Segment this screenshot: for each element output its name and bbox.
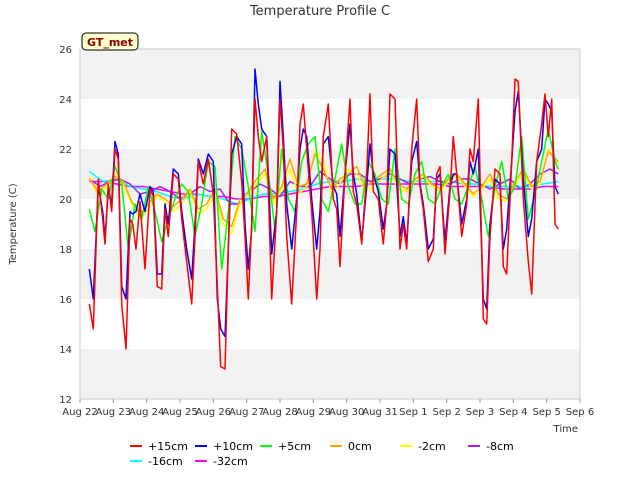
legend-label: +5cm [278, 440, 311, 453]
chart-title: Temperature Profile C [249, 4, 390, 19]
plot-frame [79, 48, 581, 400]
site-badge-label: GT_met [87, 36, 133, 49]
legend: +15cm +10cm +5cm 0cm -2cm -8cm -16cm -32cm [130, 440, 514, 468]
grid-band [80, 349, 580, 399]
grid-band [80, 299, 580, 349]
y-tick-label: 24 [59, 95, 72, 106]
x-tick-label: Sep 1 [399, 407, 427, 418]
x-tick-label: Aug 30 [329, 407, 364, 418]
legend-label: 0cm [348, 440, 372, 453]
grid-band [80, 249, 580, 299]
x-tick-label: Aug 27 [229, 407, 264, 418]
site-badge: GT_met [81, 32, 139, 51]
x-tick-label: Sep 3 [466, 407, 494, 418]
x-tick-label: Aug 29 [296, 407, 331, 418]
legend-label: -32cm [213, 455, 248, 468]
legend-label: +10cm [213, 440, 253, 453]
y-axis-ticks: 12 14 16 18 20 22 24 26 [59, 45, 72, 406]
series-group [88, 68, 559, 370]
x-tick-label: Aug 25 [162, 407, 197, 418]
legend-label: -16cm [148, 455, 183, 468]
y-tick-label: 16 [59, 295, 72, 306]
x-tick-label: Aug 24 [129, 407, 164, 418]
y-tick-label: 12 [59, 395, 72, 406]
x-tick-label: Aug 26 [196, 407, 231, 418]
y-tick-label: 26 [59, 45, 72, 56]
x-axis-label: Time [553, 424, 578, 435]
x-tick-label: Sep 5 [532, 407, 560, 418]
y-tick-label: 20 [59, 195, 72, 206]
x-tick-label: Aug 31 [362, 407, 397, 418]
x-tick-label: Sep 4 [499, 407, 527, 418]
grid-band [80, 49, 580, 99]
y-tick-label: 14 [59, 345, 72, 356]
x-tick-label: Aug 23 [96, 407, 131, 418]
series-line-15cm [88, 78, 559, 370]
y-tick-label: 22 [59, 145, 72, 156]
legend-label: -8cm [486, 440, 514, 453]
series-line-8cm [88, 168, 559, 205]
x-tick-label: Aug 28 [262, 407, 297, 418]
y-tick-label: 18 [59, 245, 72, 256]
x-tick-label: Sep 6 [566, 407, 594, 418]
y-axis-label: Temperature (C) [8, 183, 19, 265]
legend-label: -2cm [418, 440, 446, 453]
legend-label: +15cm [148, 440, 188, 453]
x-tick-label: Aug 22 [62, 407, 97, 418]
x-tick-label: Sep 2 [432, 407, 460, 418]
